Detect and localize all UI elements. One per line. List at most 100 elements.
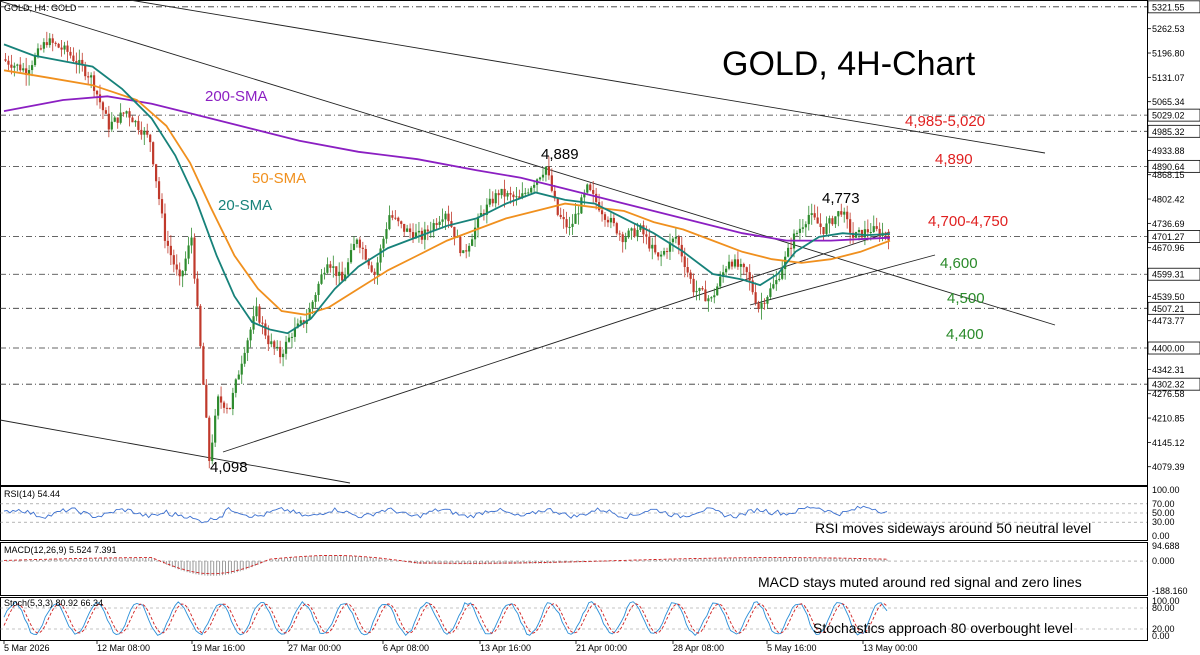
candle-body <box>621 234 624 243</box>
candle-body <box>296 323 299 328</box>
candle-body <box>373 271 376 275</box>
candle-body <box>654 244 657 253</box>
price-level-box <box>1147 301 1200 315</box>
candle-body <box>627 230 630 238</box>
indicator-panel-frame <box>0 486 1148 541</box>
candle-body <box>784 256 787 270</box>
candle-body <box>586 184 589 193</box>
candle-body <box>338 271 341 276</box>
candle-body <box>633 228 636 237</box>
resistance-label-4890: 4,890 <box>935 151 973 168</box>
indicator-panel-frame <box>0 542 1148 596</box>
candle-body <box>716 286 719 296</box>
candle-body <box>553 190 556 199</box>
price-tick-label: 4985.32 <box>1152 127 1185 137</box>
candle-body <box>202 346 205 385</box>
candle-body <box>417 230 421 233</box>
candle-body <box>727 261 731 269</box>
candle-body <box>137 120 140 130</box>
candle-body <box>411 232 415 239</box>
candle-body <box>769 288 772 297</box>
candle-body <box>104 110 107 114</box>
time-tick-label: 5 Mar 2026 <box>4 643 50 653</box>
candle-body <box>674 236 677 239</box>
candle-body <box>875 226 878 229</box>
candle-body <box>400 221 403 224</box>
candle-body <box>48 38 51 46</box>
candle-body <box>169 245 172 256</box>
candle-body <box>231 392 234 410</box>
price-tick-label: 4802.42 <box>1152 195 1185 205</box>
time-tick-label: 28 Apr 08:00 <box>673 643 724 653</box>
candle-body <box>592 190 595 194</box>
resistance-label-4985-5020: 4,985-5,020 <box>905 113 985 130</box>
candle-body <box>863 229 866 238</box>
candle-body <box>757 303 760 309</box>
candle-body <box>671 238 675 243</box>
candle-body <box>530 187 533 193</box>
candle-body <box>787 247 790 257</box>
candle-body <box>766 296 769 304</box>
candle-body <box>819 223 822 227</box>
candle-body <box>128 111 131 118</box>
candle-body <box>19 64 22 71</box>
time-axis: 5 Mar 2026 12 Mar 08:00 19 Mar 16:00 27 Mar… <box>3 640 918 653</box>
candle-body <box>344 274 347 281</box>
candle-body <box>444 213 447 220</box>
price-tick-label: 5065.34 <box>1152 97 1185 107</box>
candle-body <box>75 61 78 64</box>
candle-body <box>603 214 607 220</box>
price-tick-label: 5029.02 <box>1152 111 1185 121</box>
candle-body <box>724 268 728 273</box>
candle-body <box>175 264 178 270</box>
candle-body <box>54 42 57 44</box>
candle-body <box>196 278 199 306</box>
macd-title: MACD(12,26,9) 5.524 7.391 <box>4 545 117 555</box>
candle-body <box>512 194 515 198</box>
candle-body <box>494 193 497 204</box>
candle-body <box>600 210 604 215</box>
candle-body <box>465 250 468 252</box>
candle-body <box>397 217 400 222</box>
indicator-tick-label: -188.160 <box>1152 586 1188 596</box>
candle-body <box>589 184 592 191</box>
candle-body <box>101 102 105 111</box>
candle-body <box>222 402 226 408</box>
candle-body <box>471 239 474 246</box>
candle-body <box>595 193 598 203</box>
candle-body <box>110 121 113 130</box>
candle-body <box>406 228 409 232</box>
candle-body <box>846 211 849 220</box>
candle-body <box>485 204 488 215</box>
candle-body <box>851 232 855 238</box>
candle-body <box>657 252 660 257</box>
time-tick-label: 27 Mar 00:00 <box>288 643 341 653</box>
candle-body <box>408 228 412 233</box>
label-20-sma: 20-SMA <box>218 197 272 214</box>
candle-body <box>217 396 220 416</box>
trendline <box>0 0 1056 326</box>
candle-body <box>149 134 152 143</box>
candle-body <box>710 297 713 299</box>
candle-body <box>240 363 243 375</box>
candle-body <box>228 407 232 410</box>
rsi-annotation: RSI moves sideways around 50 neutral lev… <box>815 520 1091 536</box>
candle-body <box>837 211 840 217</box>
candle-body <box>730 261 734 267</box>
candle-body <box>432 223 435 231</box>
candle-body <box>92 75 96 91</box>
candle-body <box>828 218 831 224</box>
candle-body <box>615 223 618 234</box>
candle-body <box>869 232 872 234</box>
peak-label-4773: 4,773 <box>822 190 860 207</box>
price-level-box <box>1147 341 1200 355</box>
candle-body <box>261 322 264 324</box>
candle-body <box>249 329 252 341</box>
candle-body <box>314 294 317 302</box>
candle-body <box>341 271 344 281</box>
candle-body <box>609 217 613 223</box>
trendline <box>0 419 351 484</box>
price-tick-label: 4079.39 <box>1152 462 1185 472</box>
candle-body <box>69 51 72 56</box>
candle-body <box>518 196 521 198</box>
